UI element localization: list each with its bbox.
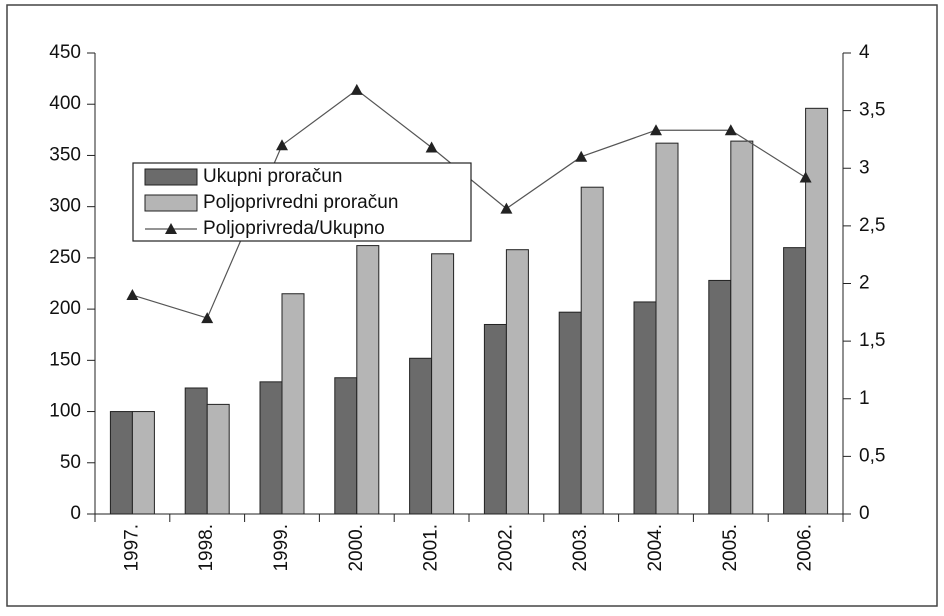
- y-tick-label: 450: [49, 42, 81, 63]
- y2-tick-label: 3: [859, 157, 870, 178]
- bar: [334, 377, 358, 515]
- marker: [276, 139, 288, 151]
- y-tick-label: 0: [70, 503, 81, 524]
- y2-tick-label: 3,5: [859, 100, 885, 121]
- marker: [799, 171, 812, 183]
- x-tick-label: 1999.: [271, 524, 292, 572]
- bar: [356, 245, 380, 515]
- y-tick-label: 100: [49, 401, 81, 422]
- bar: [206, 403, 230, 515]
- bar: [633, 301, 657, 515]
- bar: [409, 357, 433, 515]
- marker: [126, 289, 139, 301]
- y-tick-label: 50: [60, 452, 81, 473]
- y2-tick-label: 2: [859, 273, 870, 294]
- legend-label: Poljoprivreda/Ukupno: [203, 218, 385, 239]
- y-tick-label: 250: [49, 247, 81, 268]
- y-tick-label: 150: [49, 349, 81, 370]
- legend-swatch: [144, 194, 198, 212]
- x-tick-label: 1998.: [196, 524, 217, 572]
- x-tick-label: 2005.: [720, 524, 741, 572]
- x-tick-label: 2003.: [570, 524, 591, 572]
- y2-tick-label: 1: [859, 388, 870, 409]
- legend-swatch: [144, 168, 198, 186]
- marker: [575, 150, 588, 162]
- y2-tick-label: 2,5: [859, 215, 885, 236]
- bar: [783, 247, 807, 515]
- bar: [805, 107, 829, 515]
- bar: [580, 186, 604, 515]
- x-tick-label: 2006.: [795, 524, 816, 572]
- bar: [259, 381, 283, 515]
- legend-marker: [165, 223, 177, 234]
- bar: [730, 140, 754, 515]
- marker: [724, 124, 737, 136]
- legend-label: Poljoprivredni proračun: [203, 192, 398, 213]
- x-tick-label: 2004.: [645, 524, 666, 572]
- y-tick-label: 200: [49, 298, 81, 319]
- bar: [109, 411, 133, 515]
- y-tick-label: 350: [49, 144, 81, 165]
- marker: [425, 141, 438, 153]
- marker: [201, 312, 214, 324]
- bar: [184, 387, 208, 515]
- x-tick-label: 1997.: [121, 524, 142, 572]
- bar: [558, 311, 582, 515]
- x-tick-label: 2001.: [421, 524, 442, 572]
- bar: [281, 293, 305, 515]
- y2-tick-label: 0: [859, 503, 870, 524]
- y2-tick-label: 1,5: [859, 330, 885, 351]
- marker: [350, 83, 363, 95]
- x-tick-label: 2000.: [346, 524, 367, 572]
- frame: [6, 4, 938, 607]
- y2-tick-label: 4: [859, 42, 870, 63]
- y-tick-label: 300: [49, 196, 81, 217]
- bar: [708, 279, 732, 515]
- y-tick-label: 400: [49, 93, 81, 114]
- bar: [131, 411, 155, 515]
- bar: [655, 142, 679, 515]
- y2-tick-label: 0,5: [859, 445, 885, 466]
- bar: [431, 253, 455, 515]
- bar: [483, 323, 507, 515]
- marker: [500, 202, 513, 214]
- x-tick-label: 2002.: [495, 524, 516, 572]
- legend-label: Ukupni proračun: [203, 166, 342, 187]
- marker: [650, 124, 662, 136]
- bar: [505, 249, 529, 515]
